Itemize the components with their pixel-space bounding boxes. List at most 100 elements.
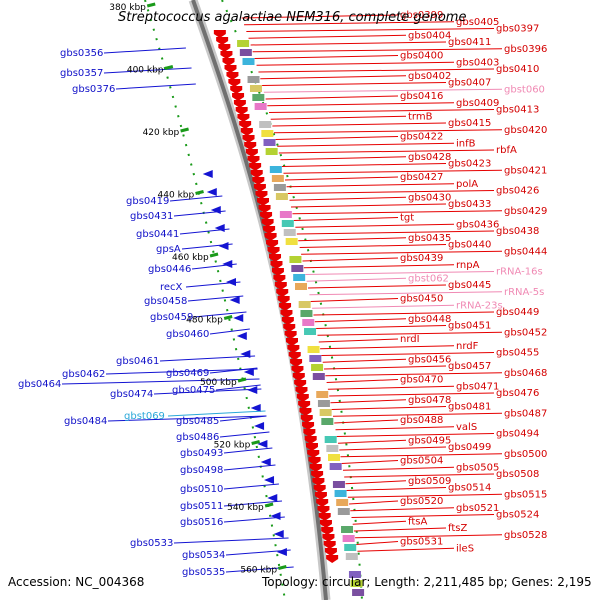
gene-label-gbs0411[interactable]: gbs0411 <box>448 37 491 48</box>
gene-label-gbs0423[interactable]: gbs0423 <box>448 159 491 170</box>
gene-label-gbs0471[interactable]: gbs0471 <box>456 381 499 392</box>
gene-label-gbs0450[interactable]: gbs0450 <box>400 294 443 305</box>
gene-label-gbs0439[interactable]: gbs0439 <box>400 253 443 264</box>
gene-label-gbs0404[interactable]: gbs0404 <box>408 30 451 41</box>
gene-label-gbs0464[interactable]: gbs0464 <box>18 379 61 390</box>
gene-label-gbs0505[interactable]: gbs0505 <box>456 462 499 473</box>
gene-label-ftsA[interactable]: ftsA <box>408 516 427 527</box>
gene-label-gbs0449[interactable]: gbs0449 <box>496 307 539 318</box>
gene-label-gbs0413[interactable]: gbs0413 <box>496 105 539 116</box>
gene-label-gbs0409[interactable]: gbs0409 <box>456 98 499 109</box>
gene-label-gbs0441[interactable]: gbs0441 <box>136 229 179 240</box>
gene-label-infB[interactable]: infB <box>456 138 476 149</box>
gene-label-gbs0448[interactable]: gbs0448 <box>408 314 451 325</box>
gene-label-gbs0435[interactable]: gbs0435 <box>408 233 451 244</box>
gene-label-gbs0533[interactable]: gbs0533 <box>130 538 173 549</box>
gene-label-gbs0402[interactable]: gbs0402 <box>408 71 451 82</box>
gene-label-gbs0484[interactable]: gbs0484 <box>64 416 107 427</box>
gene-label-gbs0399[interactable]: gbs0399 <box>400 10 443 21</box>
gene-label-gbs0422[interactable]: gbs0422 <box>400 132 443 143</box>
gene-label-gbs0514[interactable]: gbs0514 <box>448 483 491 494</box>
gene-label-gbs0455[interactable]: gbs0455 <box>496 348 539 359</box>
gene-label-polA[interactable]: polA <box>456 179 478 190</box>
gene-label-gbst060[interactable]: gbst060 <box>504 84 545 95</box>
gene-label-gbs0535[interactable]: gbs0535 <box>182 567 225 578</box>
gene-label-gbs0476[interactable]: gbs0476 <box>496 388 539 399</box>
gene-label-gbs0494[interactable]: gbs0494 <box>496 429 539 440</box>
gene-label-gbs0498[interactable]: gbs0498 <box>180 465 223 476</box>
gene-label-gbs0396[interactable]: gbs0396 <box>504 44 547 55</box>
gene-label-gbs0407[interactable]: gbs0407 <box>448 78 491 89</box>
gene-label-gbs0438[interactable]: gbs0438 <box>496 226 539 237</box>
gene-label-rRNA-5s[interactable]: rRNA-5s <box>504 287 544 298</box>
gene-label-gbs0452[interactable]: gbs0452 <box>504 327 547 338</box>
gene-label-rbfA[interactable]: rbfA <box>496 145 517 156</box>
gene-label-rRNA-16s[interactable]: rRNA-16s <box>496 267 543 278</box>
gene-label-gbst062[interactable]: gbst062 <box>408 273 449 284</box>
gene-label-gbs0488[interactable]: gbs0488 <box>400 415 443 426</box>
gene-label-gbs0431[interactable]: gbs0431 <box>130 211 173 222</box>
gene-label-gbs0475[interactable]: gbs0475 <box>172 385 215 396</box>
gene-label-gbs0521[interactable]: gbs0521 <box>456 503 499 514</box>
gene-label-gbs0445[interactable]: gbs0445 <box>448 280 491 291</box>
gene-label-gbs0458[interactable]: gbs0458 <box>144 296 187 307</box>
gene-label-ileS[interactable]: ileS <box>456 543 474 554</box>
gene-label-gbs0459[interactable]: gbs0459 <box>150 312 193 323</box>
gene-label-recX[interactable]: recX <box>160 282 183 293</box>
gene-label-gbs0427[interactable]: gbs0427 <box>400 172 443 183</box>
gene-label-gbs0504[interactable]: gbs0504 <box>400 456 443 467</box>
gene-label-gbs0429[interactable]: gbs0429 <box>504 206 547 217</box>
gene-label-valS[interactable]: valS <box>456 422 477 433</box>
gene-label-gbs0470[interactable]: gbs0470 <box>400 375 443 386</box>
gene-label-gbs0415[interactable]: gbs0415 <box>448 118 491 129</box>
gene-label-gpsA[interactable]: gpsA <box>156 244 181 255</box>
gene-label-gbs0430[interactable]: gbs0430 <box>408 192 451 203</box>
gene-label-gbs0419[interactable]: gbs0419 <box>126 196 169 207</box>
gene-label-gbs0446[interactable]: gbs0446 <box>148 264 191 275</box>
gene-label-gbs0469[interactable]: gbs0469 <box>166 368 209 379</box>
gene-label-gbs0428[interactable]: gbs0428 <box>408 152 451 163</box>
gene-label-gbs0511[interactable]: gbs0511 <box>180 501 223 512</box>
gene-label-gbs0461[interactable]: gbs0461 <box>116 356 159 367</box>
gene-label-gbs0436[interactable]: gbs0436 <box>456 219 499 230</box>
gene-label-gbs0462[interactable]: gbs0462 <box>62 369 105 380</box>
gene-label-gbs0508[interactable]: gbs0508 <box>496 469 539 480</box>
gene-label-gbs0531[interactable]: gbs0531 <box>400 537 443 548</box>
gene-label-gbs0528[interactable]: gbs0528 <box>504 530 547 541</box>
gene-label-gbs0493[interactable]: gbs0493 <box>180 448 223 459</box>
gene-label-gbs0356[interactable]: gbs0356 <box>60 48 103 59</box>
gene-label-gbs0516[interactable]: gbs0516 <box>180 517 223 528</box>
gene-label-gbs0474[interactable]: gbs0474 <box>110 389 153 400</box>
gene-label-gbs0416[interactable]: gbs0416 <box>400 91 443 102</box>
gene-label-gbs0444[interactable]: gbs0444 <box>504 246 547 257</box>
gene-label-gbs0481[interactable]: gbs0481 <box>448 402 491 413</box>
gene-label-gbs0420[interactable]: gbs0420 <box>504 125 547 136</box>
gene-label-gbs0410[interactable]: gbs0410 <box>496 64 539 75</box>
gene-label-gbs0468[interactable]: gbs0468 <box>504 368 547 379</box>
gene-label-nrdF[interactable]: nrdF <box>456 341 479 352</box>
gene-label-gbs0433[interactable]: gbs0433 <box>448 199 491 210</box>
gene-label-gbs0499[interactable]: gbs0499 <box>448 442 491 453</box>
gene-label-rRNA-23s[interactable]: rRNA-23s <box>456 300 503 311</box>
gene-label-tgt[interactable]: tgt <box>400 213 414 224</box>
gene-label-gbs0509[interactable]: gbs0509 <box>408 476 451 487</box>
gene-label-gbs0478[interactable]: gbs0478 <box>408 395 451 406</box>
gene-label-ftsZ[interactable]: ftsZ <box>448 523 467 534</box>
gene-label-gbs0486[interactable]: gbs0486 <box>176 432 219 443</box>
gene-label-gbs0397[interactable]: gbs0397 <box>496 24 539 35</box>
gene-label-rnpA[interactable]: rnpA <box>456 260 480 271</box>
gene-label-gbst069[interactable]: gbst069 <box>124 411 165 422</box>
gene-label-gbs0400[interactable]: gbs0400 <box>400 51 443 62</box>
gene-label-gbs0487[interactable]: gbs0487 <box>504 408 547 419</box>
gene-label-gbs0460[interactable]: gbs0460 <box>166 329 209 340</box>
gene-label-gbs0440[interactable]: gbs0440 <box>448 240 491 251</box>
gene-label-gbs0515[interactable]: gbs0515 <box>504 489 547 500</box>
gene-label-gbs0524[interactable]: gbs0524 <box>496 510 539 521</box>
gene-label-gbs0405[interactable]: gbs0405 <box>456 17 499 28</box>
gene-label-gbs0495[interactable]: gbs0495 <box>408 435 451 446</box>
gene-label-gbs0421[interactable]: gbs0421 <box>504 165 547 176</box>
gene-label-nrdI[interactable]: nrdI <box>400 334 420 345</box>
gene-label-gbs0510[interactable]: gbs0510 <box>180 484 223 495</box>
gene-label-gbs0534[interactable]: gbs0534 <box>182 550 225 561</box>
gene-label-gbs0403[interactable]: gbs0403 <box>456 57 499 68</box>
